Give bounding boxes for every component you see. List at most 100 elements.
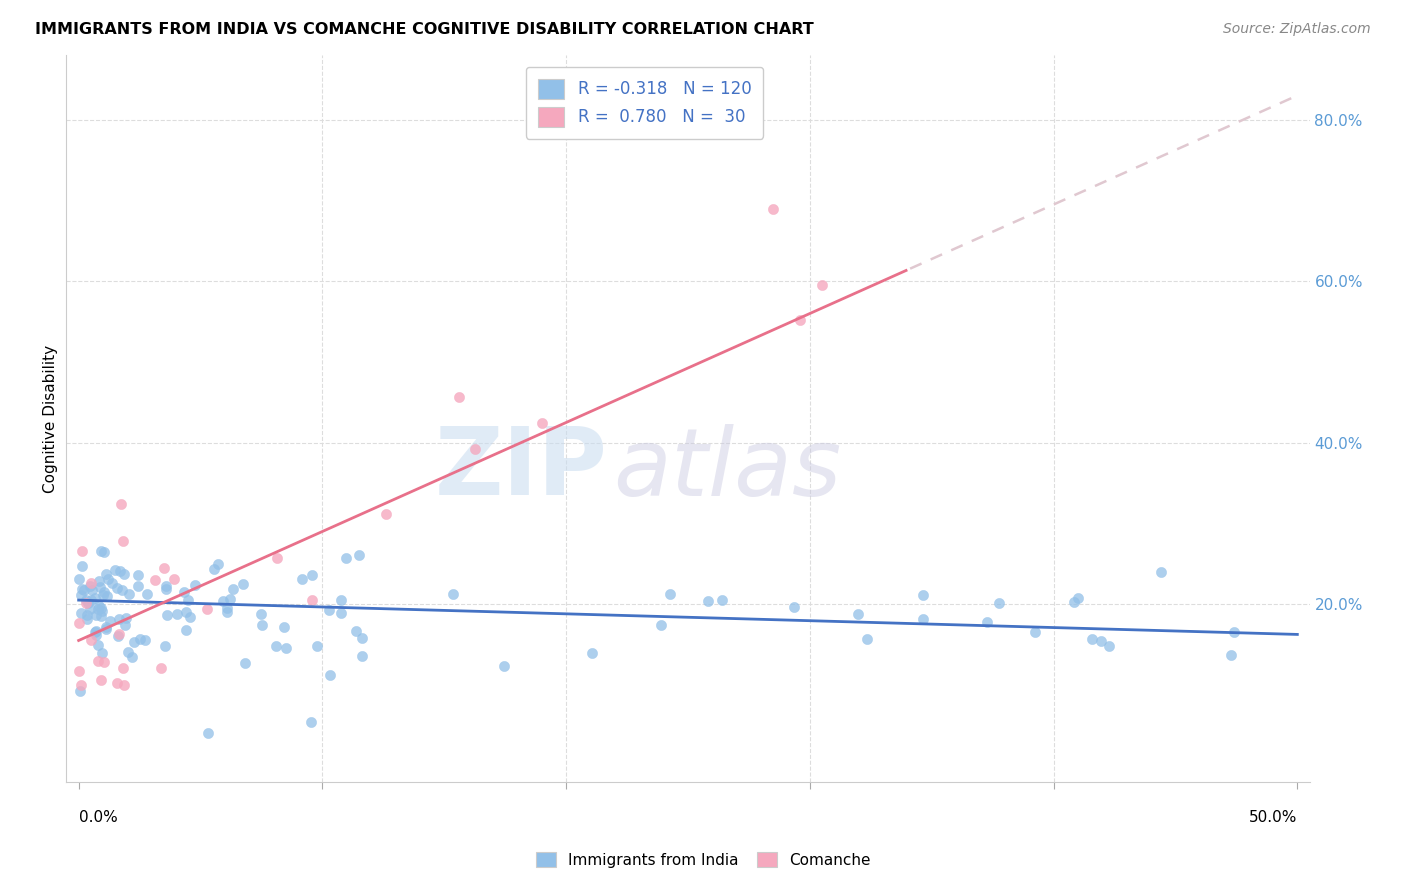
Point <box>84 591 107 606</box>
Point <box>250 607 273 621</box>
Text: IMMIGRANTS FROM INDIA VS COMANCHE COGNITIVE DISABILITY CORRELATION CHART: IMMIGRANTS FROM INDIA VS COMANCHE COGNIT… <box>35 22 814 37</box>
Legend: R = -0.318   N = 120, R =  0.780   N =  30: R = -0.318 N = 120, R = 0.780 N = 30 <box>526 67 763 138</box>
Point <box>84 628 107 642</box>
Point <box>318 603 340 617</box>
Point <box>75 596 97 610</box>
Point <box>97 572 120 586</box>
Point <box>195 602 218 616</box>
Point <box>83 625 105 640</box>
Point <box>91 646 114 660</box>
Point <box>90 601 112 615</box>
Point <box>128 632 150 647</box>
Point <box>90 673 112 688</box>
Point <box>79 632 101 647</box>
Point <box>173 585 195 599</box>
Legend: Immigrants from India, Comanche: Immigrants from India, Comanche <box>530 846 876 873</box>
Point <box>266 640 288 654</box>
Point <box>69 678 91 692</box>
Text: 50.0%: 50.0% <box>1249 810 1298 825</box>
Point <box>94 622 117 636</box>
Point <box>121 649 143 664</box>
Point <box>344 624 367 638</box>
Point <box>179 609 201 624</box>
Point <box>108 565 131 579</box>
Y-axis label: Cognitive Disability: Cognitive Disability <box>44 344 58 492</box>
Point <box>70 544 93 558</box>
Point <box>1219 648 1241 663</box>
Point <box>811 278 834 293</box>
Point <box>107 629 129 643</box>
Point <box>87 599 110 614</box>
Point <box>118 586 141 600</box>
Point <box>127 567 149 582</box>
Point <box>1063 594 1085 608</box>
Point <box>1024 624 1046 639</box>
Point <box>70 588 93 602</box>
Point <box>67 616 90 631</box>
Point <box>94 566 117 581</box>
Point <box>783 599 806 614</box>
Point <box>87 574 110 588</box>
Point <box>76 608 98 623</box>
Point <box>197 725 219 739</box>
Point <box>976 615 998 629</box>
Point <box>93 655 115 669</box>
Point <box>762 202 785 216</box>
Point <box>75 593 97 607</box>
Point <box>105 676 128 690</box>
Point <box>114 610 136 624</box>
Point <box>79 601 101 615</box>
Point <box>155 579 177 593</box>
Point <box>73 582 96 597</box>
Point <box>77 595 100 609</box>
Point <box>67 664 90 678</box>
Point <box>319 668 342 682</box>
Point <box>136 586 159 600</box>
Point <box>301 592 323 607</box>
Point <box>335 551 357 566</box>
Point <box>464 442 486 456</box>
Point <box>274 641 297 656</box>
Point <box>90 544 112 558</box>
Point <box>988 596 1011 610</box>
Point <box>273 620 295 634</box>
Point <box>291 572 314 586</box>
Point <box>98 614 121 628</box>
Point <box>112 678 135 692</box>
Point <box>108 612 131 626</box>
Point <box>658 587 681 601</box>
Point <box>93 545 115 559</box>
Point <box>912 612 935 626</box>
Point <box>218 591 240 606</box>
Point <box>155 582 177 596</box>
Point <box>650 618 672 632</box>
Point <box>848 607 870 621</box>
Point <box>82 582 104 597</box>
Point <box>789 313 811 327</box>
Point <box>912 588 935 602</box>
Point <box>266 550 288 565</box>
Point <box>301 567 323 582</box>
Point <box>329 592 352 607</box>
Text: Source: ZipAtlas.com: Source: ZipAtlas.com <box>1223 22 1371 37</box>
Point <box>202 562 225 576</box>
Point <box>90 608 112 623</box>
Text: ZIP: ZIP <box>434 424 607 516</box>
Point <box>155 607 177 622</box>
Point <box>207 557 229 571</box>
Point <box>87 638 110 652</box>
Point <box>79 576 101 591</box>
Point <box>184 577 207 591</box>
Point <box>1222 624 1244 639</box>
Point <box>110 497 132 511</box>
Point <box>299 714 322 729</box>
Point <box>112 661 135 675</box>
Point <box>96 590 118 604</box>
Point <box>350 632 373 646</box>
Point <box>108 627 131 641</box>
Point <box>347 549 370 563</box>
Point <box>1067 591 1090 605</box>
Point <box>90 604 112 618</box>
Point <box>215 605 238 619</box>
Point <box>80 592 103 607</box>
